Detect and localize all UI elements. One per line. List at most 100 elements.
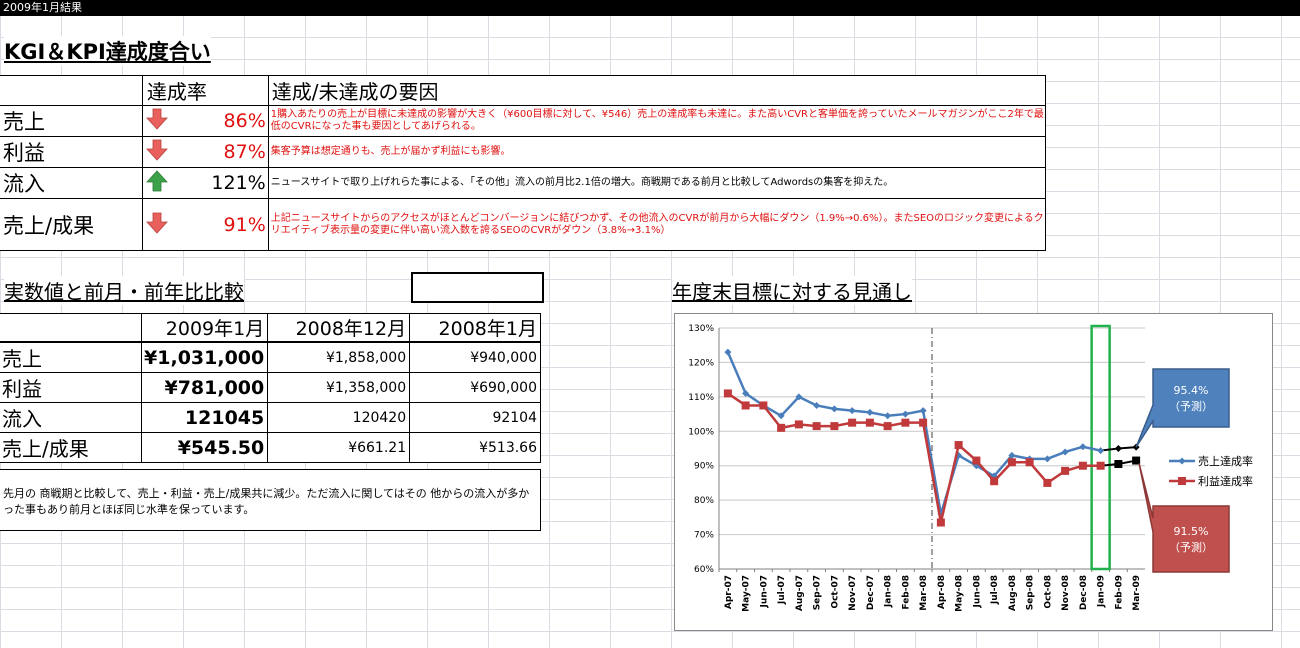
kpi-header-reason: 達成/未達成の要因 [267,75,1047,106]
data-point [865,418,874,427]
data-point [848,407,856,415]
x-tick-label: Oct-08 [1043,575,1053,609]
data-point [1043,455,1051,463]
data-point [1007,458,1016,467]
series-line [727,392,1101,523]
legend-label: 売上達成率 [1198,454,1253,468]
x-tick-label: Jan-09 [1097,575,1107,608]
data-point [1061,466,1070,475]
x-tick-label: May-08 [955,575,965,612]
compare-value-prev-month: ¥1,358,000 [267,372,410,403]
data-point [936,518,945,527]
compare-row[interactable]: 売上/成果 ¥545.50 ¥661.21 ¥513.66 [0,432,541,463]
y-tick-label: 80% [694,496,714,506]
kpi-rate: 86% [223,110,266,132]
kpi-reason: 1購入あたりの売上が目標に未達成の影響が大きく（¥600目標に対して、¥546）… [267,105,1047,137]
selected-cell[interactable] [411,272,544,303]
compare-row-label: 売上/成果 [2,437,89,461]
kpi-header-rate: 達成率 [141,75,269,106]
compare-row[interactable]: 利益 ¥781,000 ¥1,358,000 ¥690,000 [0,372,541,403]
compare-header: 2009年1月 [141,313,268,342]
data-point [1079,443,1087,451]
summary-text: 先月の 商戦期と比較して、売上・利益・売上/成果共に減少。ただ流入に関してはその… [0,469,541,531]
compare-section-title: 実数値と前月・前年比比較 [4,276,244,305]
compare-row-label: 流入 [2,407,42,431]
compare-value-current: ¥545.50 [141,432,268,463]
y-tick-label: 120% [688,358,714,368]
series-line [726,351,1101,515]
compare-value-prev-year: ¥513.66 [409,432,541,463]
sheet-title-bar: 2009年1月結果 [0,0,1300,16]
y-tick-label: 90% [694,462,714,472]
x-tick-label: Mar-08 [919,575,929,611]
data-point [777,423,786,432]
forecast-section-title: 年度末目標に対する見通し [672,276,912,305]
data-point [901,410,909,418]
data-point [794,420,803,429]
kpi-label: 利益 [0,136,143,168]
kpi-reason: ニュースサイトで取り上げれらた事による、「その他」流入の前月比2.1倍の増大。商… [267,167,1047,199]
x-tick-label: Jan-08 [884,575,894,608]
forecast-chart[interactable]: 60% 70% 80% 90% 100% 110% 120% 130% Apr-07 May-07… [674,313,1273,631]
data-point [884,412,892,420]
x-tick-label: Mar-09 [1132,575,1142,611]
x-tick-label: Oct-07 [830,575,840,609]
compare-value-prev-year: 92104 [409,402,541,433]
data-point [1061,448,1069,456]
kpi-rate-cell: 91% [141,198,269,251]
compare-table: 2009年1月 2008年12月 2008年1月 売上 ¥1,031,000 ¥… [0,313,541,463]
kpi-rate: 121% [211,172,266,194]
compare-header: 2008年12月 [267,313,410,342]
down-arrow-icon [145,212,168,234]
data-point [1096,461,1105,470]
data-point [813,401,821,409]
kpi-header-empty [0,75,143,106]
x-tick-label: Apr-07 [724,575,734,609]
x-tick-label: Jul-08 [990,575,1000,605]
data-point [919,418,928,427]
compare-row[interactable]: 流入 121045 120420 92104 [0,402,541,433]
x-tick-label: Jun-08 [972,575,982,608]
kpi-label: 売上 [0,105,143,137]
y-tick-label: 100% [688,427,714,437]
callout-box [1138,463,1230,573]
sheet-title: 2009年1月結果 [3,1,82,14]
compare-value-prev-year: ¥940,000 [409,342,541,373]
down-arrow-icon [145,108,168,130]
kpi-label: 売上/成果 [0,198,143,251]
data-point [1043,478,1052,487]
callout-box [1135,368,1230,448]
data-point [972,456,981,465]
kpi-rate: 87% [223,141,266,163]
y-tick-label: 130% [688,324,714,334]
data-point [1025,458,1034,467]
compare-value-current: ¥781,000 [141,372,268,403]
compare-value-current: 121045 [141,402,268,433]
x-tick-label: Apr-08 [937,575,947,609]
compare-header-row: 2009年1月 2008年12月 2008年1月 [0,313,541,342]
x-tick-label: Aug-08 [1008,575,1018,611]
data-point [830,422,839,431]
forecast-chart-svg: 60% 70% 80% 90% 100% 110% 120% 130% Apr-07 May-07… [688,324,1253,612]
kpi-table: 達成率 達成/未達成の要因 売上 86% 1購入あたりの売上が目標に未達成の影響… [0,75,1047,251]
kpi-row-sales-per-conversion[interactable]: 売上/成果 91% 上記ニュースサイトからのアクセスがほとんどコンバージョンに結… [0,198,1047,251]
data-point [990,477,999,486]
x-tick-label: Sep-07 [813,575,823,610]
kpi-rate-cell: 87% [141,136,269,168]
callout-value: 91.5% [1174,525,1209,538]
x-tick-label: Nov-07 [848,575,858,611]
data-point [1114,445,1122,452]
data-point [1097,447,1105,455]
compare-row-label: 利益 [2,377,42,401]
x-tick-label: Dec-07 [866,575,876,610]
kpi-reason: 集客予算は想定通りも、売上が届かず利益にも影響。 [267,136,1047,168]
x-tick-label: Jun-07 [759,575,769,608]
compare-row[interactable]: 売上 ¥1,031,000 ¥1,858,000 ¥940,000 [0,342,541,373]
kpi-row-sales[interactable]: 売上 86% 1購入あたりの売上が目標に未達成の影響が大きく（¥600目標に対し… [0,105,1047,137]
kpi-rate: 91% [223,213,266,236]
data-point [901,418,910,427]
kpi-row-profit[interactable]: 利益 87% 集客予算は想定通りも、売上が届かず利益にも影響。 [0,136,1047,168]
kpi-row-inflow[interactable]: 流入 121% ニュースサイトで取り上げれらた事による、「その他」流入の前月比2… [0,167,1047,199]
callout-note: （予測） [1169,540,1213,554]
data-point [883,422,892,431]
